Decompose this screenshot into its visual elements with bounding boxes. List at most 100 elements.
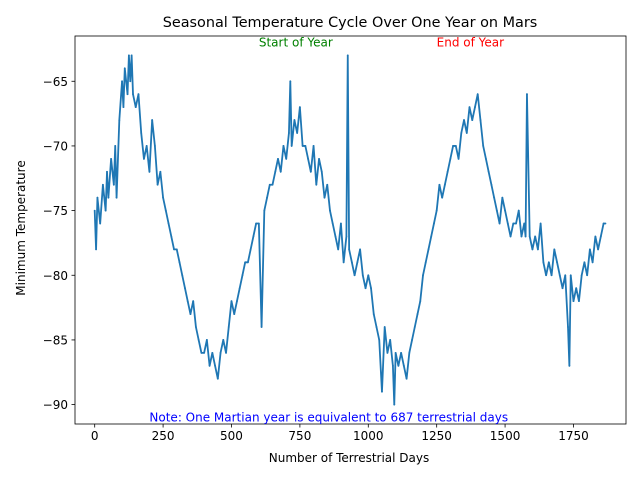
data-point [134,106,137,109]
data-point [252,235,255,238]
data-point [257,222,260,225]
data-point [586,274,589,277]
data-point [512,222,515,225]
data-point [457,157,460,160]
data-point [95,248,97,251]
data-point [298,106,301,109]
data-point [446,170,449,173]
data-point [575,287,578,290]
data-point [114,145,117,147]
data-point [247,261,249,264]
data-point [181,274,184,277]
data-point [383,326,386,328]
data-point [122,106,125,109]
data-point [424,261,427,264]
data-point [244,261,247,264]
data-point [323,196,326,199]
y-tick-label: −65 [43,75,68,89]
data-point [542,261,545,264]
data-point [393,403,396,406]
data-point [236,300,238,303]
data-point [463,119,465,121]
data-point [443,183,446,186]
annotation-0: Start of Year [259,35,333,49]
data-point [121,80,123,83]
data-point [289,80,292,83]
data-point [285,157,288,160]
data-point [222,339,225,341]
data-point [572,300,575,303]
data-point [599,235,602,238]
data-point [277,157,279,160]
data-point [93,209,96,212]
data-point [110,157,113,160]
x-tick-label: 750 [288,429,311,443]
data-point [238,287,241,290]
data-point [452,145,454,147]
data-point [156,183,159,186]
data-point [468,106,471,109]
data-point [266,196,268,199]
data-point [364,287,367,290]
data-point [153,145,156,147]
data-point [375,326,378,328]
data-point [326,183,329,186]
data-point [132,93,134,96]
data-point [602,222,605,225]
data-point [137,93,140,96]
data-point [159,170,162,173]
data-point [509,235,512,238]
data-point [564,274,567,277]
data-point [460,132,463,134]
data-point [422,274,424,277]
data-point [205,339,208,341]
data-point [356,261,359,264]
data-point [400,351,403,354]
data-point [553,248,556,251]
data-point [397,364,400,367]
y-tick-label: −85 [43,333,68,347]
data-point [367,274,370,277]
data-point [476,93,479,96]
data-point [537,248,539,251]
data-point [534,235,537,238]
data-point [99,222,102,225]
data-point [523,222,526,225]
data-point [389,339,392,341]
data-point [504,209,506,212]
data-point [225,351,227,354]
data-point [591,261,594,264]
data-point [353,274,356,277]
data-point [271,183,274,186]
data-point [127,54,130,57]
data-point [430,235,433,238]
data-point [151,119,154,121]
data-point [539,222,542,225]
data-point [195,326,197,328]
y-tick-label: −75 [43,204,68,218]
data-point [498,222,501,225]
data-point [290,145,293,147]
data-point [419,300,422,303]
data-point [550,274,553,277]
x-tick-label: 1000 [353,429,384,443]
data-point [162,196,164,199]
data-point [588,248,591,251]
data-point [307,157,309,160]
data-point [485,157,487,160]
data-point [580,274,583,277]
y-tick-label: −70 [43,139,68,153]
data-point [337,248,340,251]
data-point [438,183,441,186]
data-point [561,287,564,290]
data-point [556,261,558,264]
data-point [164,209,167,212]
data-point [123,67,126,70]
data-point [227,326,230,328]
data-point [520,235,523,238]
data-point [490,183,493,186]
data-point [340,222,342,225]
data-point [255,222,258,225]
